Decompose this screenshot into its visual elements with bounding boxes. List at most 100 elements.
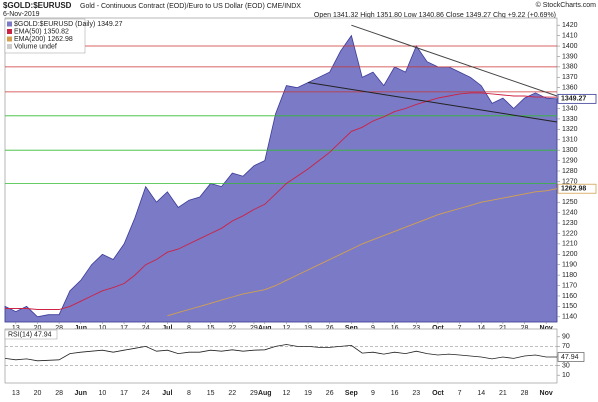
x-tick-label: Jul <box>162 325 172 332</box>
y-tick-label: 1250 <box>562 199 578 206</box>
y-tick-label: 1360 <box>562 85 578 92</box>
y-tick-label: 70 <box>562 343 570 350</box>
y-tick-label: 1150 <box>562 303 577 310</box>
x-tick-label: 16 <box>391 390 399 397</box>
x-tick-label: 19 <box>304 325 312 332</box>
x-tick-label: 7 <box>458 325 462 332</box>
x-tick-label: 15 <box>207 325 215 332</box>
legend-swatch <box>7 21 12 27</box>
x-tick-label: 28 <box>521 390 529 397</box>
x-tick-label: 17 <box>120 325 128 332</box>
y-tick-label: 1190 <box>562 262 577 269</box>
y-tick-label: 1230 <box>562 220 578 227</box>
x-tick-label: 13 <box>12 325 20 332</box>
x-tick-label: Aug <box>258 325 272 332</box>
y-tick-label: 1390 <box>562 53 578 60</box>
x-tick-label: 28 <box>55 325 63 332</box>
x-tick-label: Nov <box>540 325 553 332</box>
y-tick-label: 1330 <box>562 116 578 123</box>
x-tick-label: 29 <box>250 325 258 332</box>
x-tick-label: 29 <box>250 390 258 397</box>
legend-swatch <box>7 44 12 49</box>
x-tick-label: 8 <box>187 325 191 332</box>
y-tick-label: 1370 <box>562 74 578 81</box>
x-tick-label: 28 <box>521 325 529 332</box>
y-tick-label: 1320 <box>562 126 578 133</box>
price-area <box>4 34 558 323</box>
title: Gold - Continuous Contract (EOD)/Euro to… <box>80 3 301 10</box>
y-tick-label: 1180 <box>562 272 577 279</box>
x-tick-label: 28 <box>55 390 63 397</box>
x-tick-label: 13 <box>12 390 20 397</box>
x-tick-label: Jun <box>75 325 87 332</box>
y-tick-label: 1400 <box>562 43 578 50</box>
trendline <box>307 81 558 123</box>
y-tick-label: 1280 <box>562 168 578 175</box>
x-tick-label: Sep <box>345 325 358 332</box>
y-tick-label: 30 <box>562 362 570 369</box>
rsi-title: RSI(14) 47.94 <box>8 331 52 338</box>
x-tick-label: 21 <box>499 325 507 332</box>
last-value-box <box>557 183 597 194</box>
date: 6-Nov-2019 <box>3 11 40 18</box>
y-tick-label: 10 <box>562 372 570 379</box>
y-tick-label: 1380 <box>562 64 578 71</box>
legend-label: EMA(50) 1350.82 <box>14 28 69 35</box>
y-tick-label: 1270 <box>562 178 578 185</box>
legend-swatch <box>7 36 12 42</box>
last-value-label: 1349.27 <box>561 96 586 103</box>
legend-swatch <box>7 29 12 34</box>
x-tick-label: 24 <box>142 325 150 332</box>
y-tick-label: 1420 <box>562 22 578 29</box>
last-value-label: 1262.98 <box>561 186 586 193</box>
y-tick-label: 1160 <box>562 293 577 300</box>
last-value-box <box>557 93 597 104</box>
x-tick-label: 14 <box>477 390 485 397</box>
x-tick-label: 20 <box>34 325 42 332</box>
x-tick-label: 12 <box>283 390 291 397</box>
y-tick-label: 1170 <box>562 282 577 289</box>
x-tick-label: 19 <box>304 390 312 397</box>
x-tick-label: 22 <box>228 390 236 397</box>
legend-label: Volume undef <box>14 43 57 50</box>
x-tick-label: 17 <box>120 390 128 397</box>
y-tick-label: 1220 <box>562 230 578 237</box>
credit: © StockCharts.com <box>536 1 597 9</box>
ema-line <box>167 188 558 317</box>
y-tick-label: 1300 <box>562 147 578 154</box>
x-tick-label: Jul <box>162 390 172 397</box>
rsi-frame <box>4 328 558 384</box>
y-tick-label: 1200 <box>562 251 578 258</box>
legend-label: EMA(200) 1262.98 <box>14 36 73 43</box>
legend-label: $GOLD:$EURUSD (Daily) 1349.27 <box>14 21 123 28</box>
x-tick-label: 12 <box>283 325 291 332</box>
x-tick-label: 16 <box>391 325 399 332</box>
y-tick-label: 1310 <box>562 137 578 144</box>
x-tick-label: 21 <box>499 390 507 397</box>
x-tick-label: 9 <box>371 325 375 332</box>
x-tick-label: 9 <box>371 390 375 397</box>
x-tick-label: 22 <box>228 325 236 332</box>
x-tick-label: 20 <box>34 390 42 397</box>
last-value-label: 47.94 <box>561 354 579 361</box>
x-tick-label: Nov <box>540 390 553 397</box>
x-tick-label: 15 <box>207 390 215 397</box>
x-tick-label: Sep <box>345 390 358 397</box>
y-tick-label: 1340 <box>562 105 578 112</box>
x-tick-label: 8 <box>187 390 191 397</box>
x-tick-label: Oct <box>432 390 444 397</box>
legend-box <box>4 18 86 54</box>
y-tick-label: 90 <box>562 334 570 341</box>
x-tick-label: 7 <box>458 390 462 397</box>
x-tick-label: Aug <box>258 390 272 397</box>
last-value-box <box>557 352 585 362</box>
x-tick-label: 10 <box>99 325 107 332</box>
trendline <box>351 24 558 97</box>
x-tick-label: 10 <box>99 390 107 397</box>
quote: Open 1341.32 High 1351.80 Low 1340.86 Cl… <box>314 12 556 19</box>
y-tick-label: 1290 <box>562 157 578 164</box>
x-tick-label: 14 <box>477 325 485 332</box>
y-tick-label: 1410 <box>562 32 578 39</box>
